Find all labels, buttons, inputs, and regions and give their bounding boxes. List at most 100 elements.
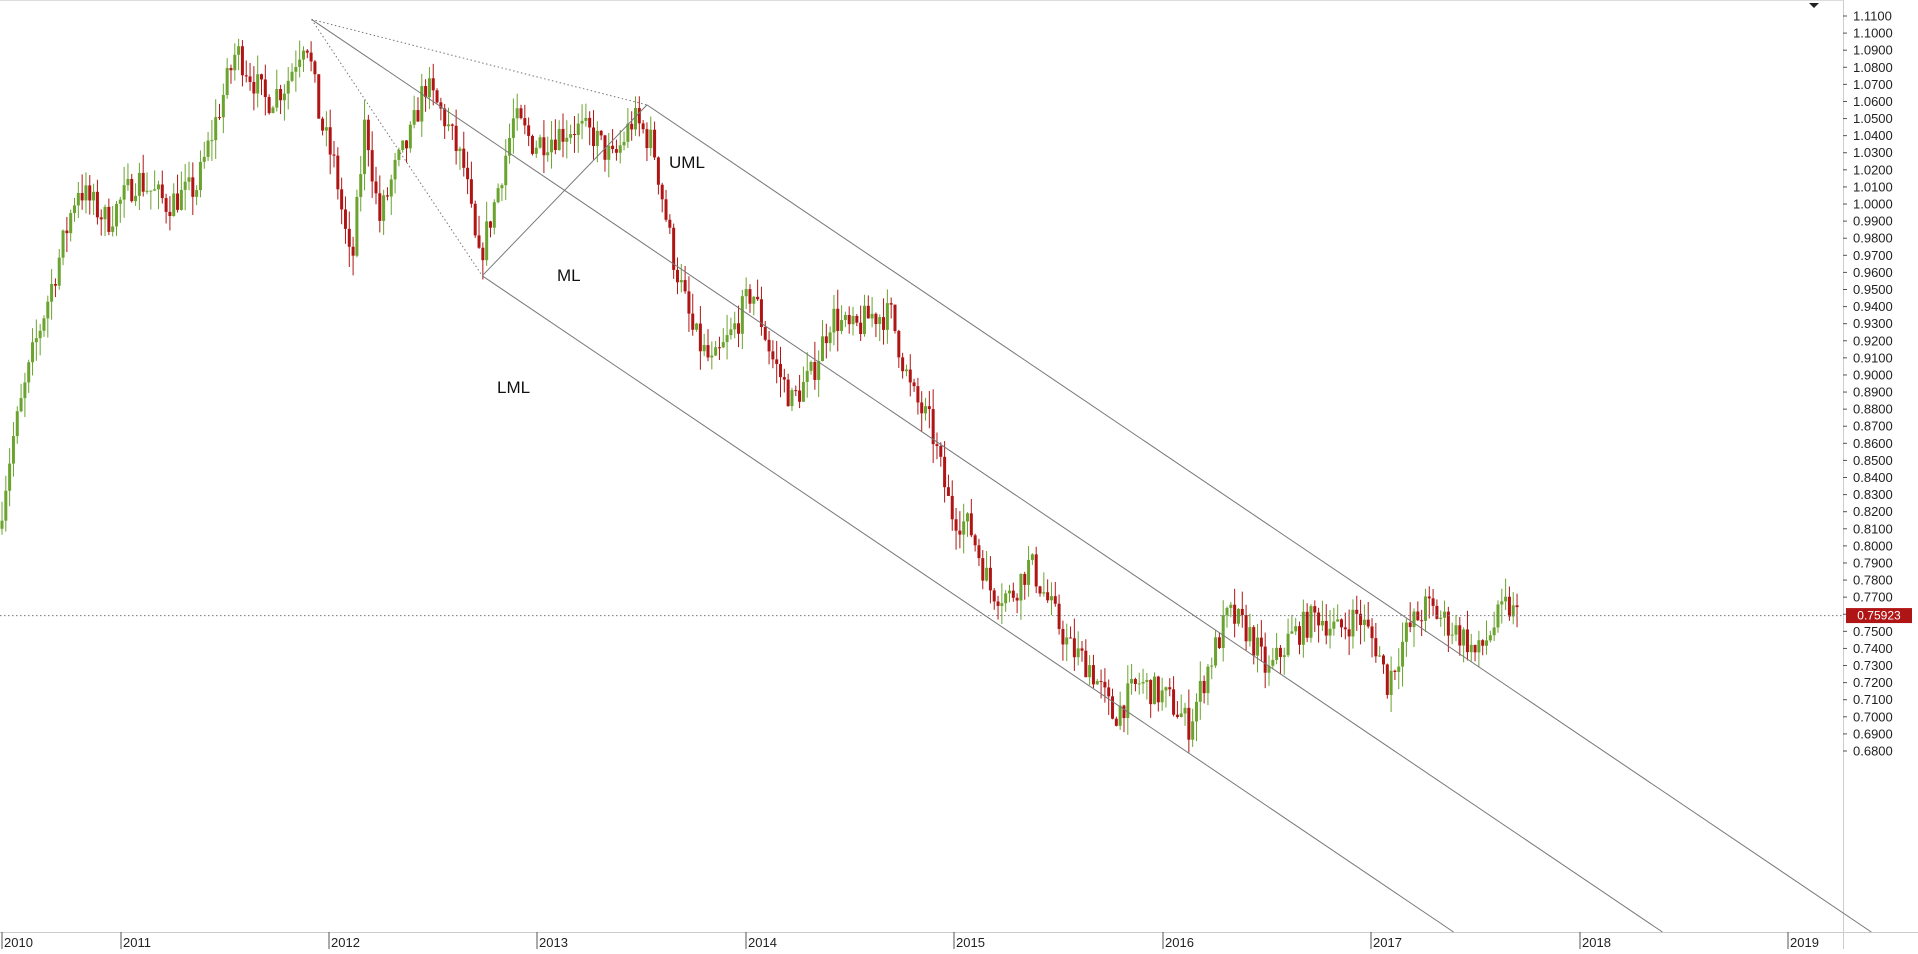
candle-body [1298, 626, 1302, 645]
candle [92, 183, 96, 215]
median-line[interactable] [311, 19, 1663, 933]
candle-body [1004, 593, 1008, 604]
candle [61, 229, 65, 266]
candle-body [641, 123, 645, 130]
candle-body [542, 137, 546, 156]
candle [1072, 618, 1076, 671]
candle-body [847, 314, 851, 325]
candle-body [782, 377, 786, 380]
candle-body [889, 303, 893, 305]
andrews-pitchfork[interactable] [311, 18, 1872, 933]
candle [1038, 585, 1042, 597]
candle-body [729, 329, 733, 336]
candle [1485, 620, 1489, 655]
candle-body [317, 74, 321, 119]
candle-body [279, 89, 283, 101]
candle-body [859, 322, 863, 335]
candle [759, 286, 763, 336]
candle-body [1187, 707, 1191, 740]
x-tick-label: 2012 [331, 935, 360, 949]
candle [496, 183, 500, 204]
chevron-down-icon[interactable] [1809, 3, 1819, 8]
candle [202, 141, 206, 169]
candle [1313, 600, 1317, 632]
candle-body [458, 148, 462, 152]
candle [1053, 581, 1057, 607]
candle [966, 512, 970, 537]
candle-body [721, 342, 725, 348]
candle [179, 171, 183, 211]
upper-median-line[interactable] [646, 104, 1872, 933]
candle-body [504, 155, 508, 186]
candle [324, 111, 328, 147]
candle [431, 63, 435, 106]
candle [649, 116, 653, 157]
candle [53, 278, 57, 298]
candle [729, 317, 733, 340]
candle [336, 147, 340, 200]
candle [553, 119, 557, 155]
candle-body [767, 339, 771, 352]
candle [1179, 694, 1183, 718]
candle-body [107, 206, 111, 232]
candle-body [576, 123, 580, 136]
candle-body [500, 185, 504, 189]
candle [1282, 647, 1286, 675]
candle [8, 448, 12, 507]
candle [19, 383, 23, 413]
candle [328, 109, 332, 175]
candle-body [447, 124, 450, 127]
candle [382, 189, 386, 235]
candle [599, 129, 603, 141]
candle-body [134, 195, 138, 202]
candle-body [862, 305, 866, 335]
candle [637, 96, 641, 137]
candle [1149, 679, 1153, 718]
candle [843, 311, 847, 328]
candle-body [1290, 631, 1294, 634]
candle [1340, 618, 1343, 638]
candle-body [740, 296, 744, 334]
y-tick-label: 0.9600 [1853, 265, 1893, 280]
candle-body [19, 398, 23, 412]
candle-body [561, 128, 565, 142]
candle [1248, 613, 1252, 647]
candle [1278, 644, 1282, 675]
candle [1275, 632, 1279, 665]
candle [695, 322, 699, 332]
candle-body [1370, 626, 1374, 639]
candle [500, 183, 504, 202]
candle-body [801, 381, 805, 402]
candle-body [1355, 609, 1359, 614]
pitchfork-handle-line[interactable] [481, 104, 648, 277]
candle [191, 162, 195, 215]
y-tick-label: 1.0100 [1853, 179, 1893, 194]
candle-body [653, 129, 657, 158]
candle-body [176, 193, 180, 210]
candle-body [1488, 635, 1492, 641]
candle [46, 295, 50, 338]
candle-body [912, 382, 916, 387]
candle [706, 329, 710, 362]
lower-median-line[interactable] [481, 275, 1454, 933]
candle-body [214, 117, 218, 141]
candle-body [511, 118, 515, 138]
candle-body [53, 283, 57, 286]
candle-body [935, 444, 939, 446]
candle [1111, 688, 1115, 720]
candle-body [1492, 627, 1496, 636]
candle [1183, 702, 1187, 726]
candle-body [1183, 707, 1187, 714]
candle-body [198, 161, 202, 191]
candle [355, 189, 359, 258]
candle-body [343, 209, 347, 229]
candle-body [0, 520, 4, 529]
candle [0, 501, 4, 535]
candle-body [359, 174, 363, 197]
candle-body [4, 490, 8, 521]
candle [1130, 663, 1134, 695]
candle [1236, 608, 1240, 627]
candle-body [1336, 619, 1340, 622]
